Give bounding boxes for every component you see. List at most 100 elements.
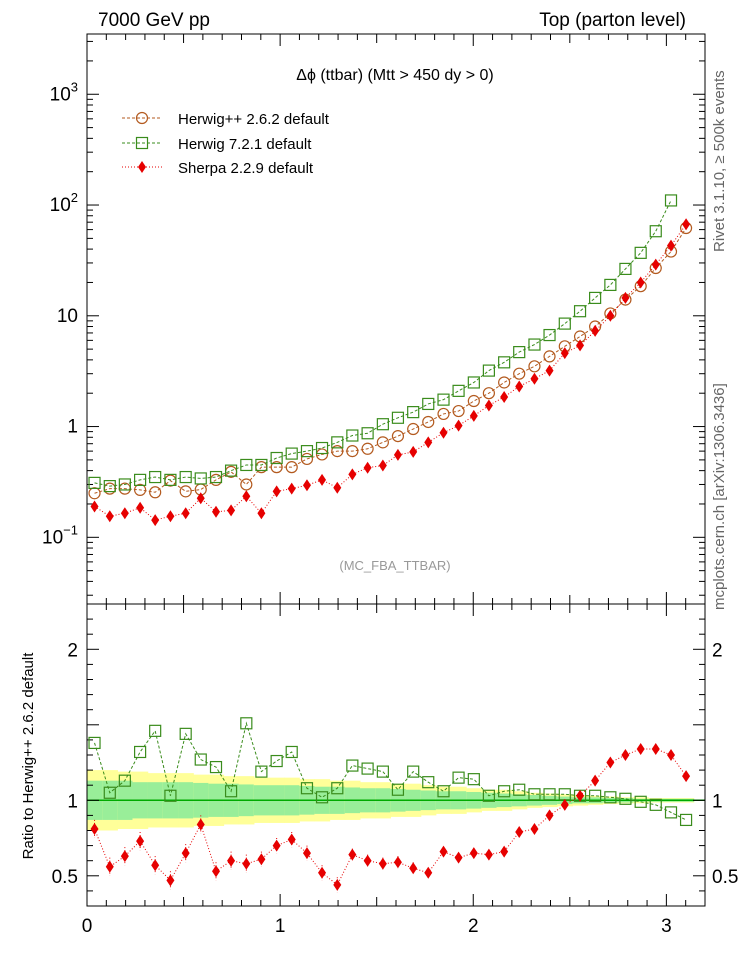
data-point-diamond — [606, 756, 615, 769]
data-point-diamond — [196, 818, 205, 831]
data-point-square — [361, 427, 374, 440]
data-point-diamond — [636, 276, 645, 289]
data-point-circle — [315, 448, 329, 461]
data-point-square — [285, 447, 298, 460]
data-point-square — [649, 225, 662, 238]
data-point-square — [164, 473, 177, 486]
data-point-diamond — [560, 798, 569, 811]
data-point-circle — [407, 422, 420, 436]
data-point-diamond — [287, 482, 296, 495]
ratio-series-square — [88, 717, 693, 827]
data-point-circle — [513, 367, 526, 380]
data-point-square — [270, 451, 283, 465]
series-diamond — [90, 218, 691, 527]
data-point-diamond — [393, 856, 402, 869]
data-point-square — [315, 441, 329, 455]
data-point-diamond — [90, 822, 99, 835]
data-point-square — [270, 754, 283, 768]
data-point-diamond — [424, 866, 433, 879]
data-point-diamond — [500, 845, 509, 858]
data-point-square — [407, 765, 420, 778]
data-point-diamond — [545, 364, 554, 377]
data-point-square — [164, 789, 177, 802]
data-point-circle — [346, 445, 359, 458]
data-point-diamond — [363, 854, 372, 867]
data-point-diamond — [530, 822, 539, 835]
data-point-diamond — [545, 809, 554, 822]
data-point-diamond — [530, 372, 539, 385]
data-point-square — [679, 813, 693, 827]
data-point-diamond — [287, 833, 296, 846]
ratio-series-layer — [88, 717, 693, 893]
data-point-square — [255, 458, 268, 472]
data-point-square — [224, 785, 238, 798]
data-point-square — [149, 724, 162, 737]
main-series-layer — [88, 194, 693, 527]
y-tick-label: 102 — [50, 190, 78, 216]
data-point-diamond — [636, 742, 645, 755]
data-point-square — [604, 278, 617, 292]
data-point-diamond — [257, 507, 266, 520]
data-point-circle — [149, 486, 162, 499]
data-point-square — [285, 745, 298, 759]
plot-title: Δϕ (ttbar) (Mtt > 450 dy > 0) — [296, 67, 494, 84]
data-point-square — [619, 262, 632, 276]
data-point-square — [118, 478, 131, 491]
data-point-circle — [300, 452, 314, 466]
data-point-circle — [179, 485, 192, 498]
legend-diamond-marker — [138, 161, 146, 173]
data-point-circle — [437, 407, 450, 421]
y-tick-label: 103 — [50, 79, 78, 105]
data-point-square — [134, 745, 147, 759]
data-point-square — [482, 789, 495, 802]
data-point-diamond — [212, 865, 221, 878]
data-point-diamond — [576, 789, 585, 802]
ratio-y-tick-label-right: 2 — [712, 640, 723, 661]
data-point-square — [664, 806, 678, 819]
data-point-square — [240, 458, 253, 472]
data-point-square — [573, 305, 587, 318]
data-point-square — [179, 727, 192, 740]
data-point-square — [589, 789, 602, 802]
data-point-diamond — [424, 436, 433, 449]
legend-square-marker — [135, 136, 149, 150]
data-point-square — [209, 760, 223, 774]
data-point-square — [543, 328, 556, 342]
data-point-square — [331, 436, 344, 449]
data-point-circle — [528, 360, 541, 373]
data-point-diamond — [591, 324, 600, 337]
data-point-diamond — [348, 468, 357, 481]
data-point-square — [300, 782, 314, 795]
data-point-diamond — [682, 770, 691, 783]
data-point-diamond — [212, 505, 221, 518]
data-point-diamond — [484, 399, 493, 412]
data-point-diamond — [136, 501, 145, 514]
data-point-circle — [543, 350, 556, 363]
data-point-diamond — [515, 826, 524, 839]
data-point-square — [361, 762, 374, 775]
data-point-diamond — [576, 339, 585, 352]
analysis-tag: (MC_FBA_TTBAR) — [339, 558, 450, 573]
series-square — [88, 194, 678, 493]
data-point-square — [315, 791, 329, 804]
series-line — [94, 227, 687, 494]
data-point-square — [528, 788, 541, 801]
data-point-square — [194, 472, 207, 485]
data-point-square — [649, 798, 662, 811]
data-point-square — [240, 717, 253, 730]
data-point-diamond — [151, 514, 160, 527]
x-tick-label: 3 — [661, 916, 672, 937]
data-point-square — [88, 736, 101, 750]
data-point-square — [528, 338, 541, 351]
data-point-diamond — [120, 507, 129, 520]
data-point-square — [634, 246, 647, 259]
legend-label-herwig7: Herwig 7.2.1 default — [178, 136, 312, 153]
data-point-diamond — [560, 347, 569, 360]
data-point-square — [407, 406, 420, 419]
data-point-diamond — [90, 500, 99, 513]
data-point-square — [103, 786, 116, 799]
data-point-square — [619, 792, 632, 805]
data-point-square — [437, 393, 450, 406]
y-tick-label: 1 — [67, 417, 78, 438]
data-point-diamond — [105, 860, 114, 873]
